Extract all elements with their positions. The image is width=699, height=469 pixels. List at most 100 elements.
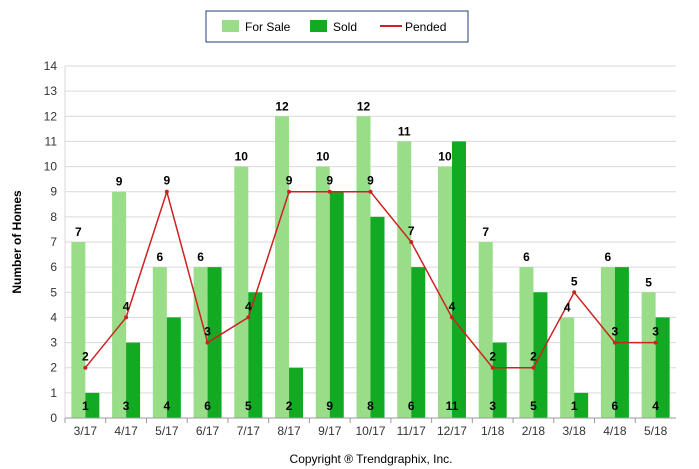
y-tick-label: 14 <box>44 59 58 73</box>
label-sold: 3 <box>489 399 496 413</box>
legend-swatch <box>310 20 327 32</box>
bar-for-sale <box>112 191 127 418</box>
label-sold: 6 <box>408 399 415 413</box>
pended-point <box>368 189 373 194</box>
x-tick-label: 4/18 <box>603 424 627 438</box>
bar-for-sale <box>437 166 452 418</box>
label-pended: 5 <box>571 274 578 288</box>
label-sold: 1 <box>571 399 578 413</box>
label-for-sale: 12 <box>357 99 371 113</box>
bar-sold <box>655 317 670 418</box>
bar-sold <box>492 342 507 418</box>
pended-point <box>83 365 88 370</box>
label-sold: 8 <box>367 399 374 413</box>
pended-point <box>572 290 577 295</box>
label-for-sale: 6 <box>156 250 163 264</box>
label-sold: 5 <box>245 399 252 413</box>
x-tick-label: 3/18 <box>562 424 586 438</box>
pended-point <box>205 340 210 345</box>
pended-point <box>490 365 495 370</box>
x-tick-label: 9/17 <box>318 424 342 438</box>
label-for-sale: 4 <box>564 300 571 314</box>
legend: For Sale Sold Pended <box>205 10 469 43</box>
y-tick-label: 6 <box>50 260 57 274</box>
bar-sold <box>166 317 181 418</box>
label-for-sale: 6 <box>523 250 530 264</box>
label-for-sale: 10 <box>235 150 249 164</box>
y-tick-label: 1 <box>50 386 57 400</box>
bar-for-sale <box>152 267 167 418</box>
y-tick-label: 7 <box>50 235 57 249</box>
bar-for-sale <box>600 267 615 418</box>
bar-sold <box>370 216 385 418</box>
label-pended: 2 <box>530 350 537 364</box>
label-for-sale: 5 <box>645 275 652 289</box>
label-sold: 11 <box>446 399 459 413</box>
y-tick-label: 13 <box>44 84 58 98</box>
bar-for-sale <box>519 267 534 418</box>
legend-swatch <box>222 20 239 32</box>
y-tick-label: 12 <box>44 109 58 123</box>
label-sold: 3 <box>123 399 130 413</box>
y-axis-title: Number of Homes <box>10 190 24 294</box>
label-pended: 2 <box>82 350 89 364</box>
bar-for-sale <box>397 141 412 418</box>
label-for-sale: 9 <box>116 175 123 189</box>
label-pended: 3 <box>612 325 619 339</box>
pended-point <box>449 315 454 320</box>
pended-point <box>124 315 129 320</box>
label-sold: 9 <box>326 399 333 413</box>
pended-point <box>164 189 169 194</box>
y-tick-label: 0 <box>50 411 57 425</box>
bar-for-sale <box>315 166 330 418</box>
pended-point <box>246 315 251 320</box>
y-tick-label: 10 <box>44 160 58 174</box>
label-for-sale: 10 <box>438 150 452 164</box>
label-pended: 4 <box>449 299 456 313</box>
label-sold: 6 <box>204 399 211 413</box>
x-tick-label: 11/17 <box>397 424 426 438</box>
pended-point <box>287 189 292 194</box>
label-sold: 1 <box>82 399 89 413</box>
legend-label: Sold <box>333 20 357 34</box>
y-tick-label: 2 <box>50 361 57 375</box>
label-sold: 5 <box>530 399 537 413</box>
legend-label: Pended <box>405 20 446 34</box>
copyright-text: Copyright ® Trendgraphix, Inc. <box>290 452 453 466</box>
bar-for-sale <box>478 242 493 418</box>
label-pended: 4 <box>245 299 252 313</box>
bar-sold <box>126 342 141 418</box>
bar-for-sale <box>356 116 371 419</box>
x-tick-label: 2/18 <box>522 424 546 438</box>
label-for-sale: 10 <box>316 150 330 164</box>
pended-point <box>612 340 617 345</box>
pended-point <box>409 240 414 244</box>
label-pended: 4 <box>123 299 130 313</box>
label-pended: 3 <box>204 325 211 339</box>
label-for-sale: 11 <box>398 124 411 138</box>
bar-for-sale <box>71 242 86 418</box>
x-tick-label: 10/17 <box>355 424 385 438</box>
y-tick-label: 8 <box>50 210 57 224</box>
label-for-sale: 12 <box>275 99 289 113</box>
y-tick-label: 5 <box>50 285 57 299</box>
bar-for-sale <box>193 267 208 418</box>
label-for-sale: 6 <box>197 250 204 264</box>
legend-label: For Sale <box>245 20 291 34</box>
label-for-sale: 7 <box>75 225 82 239</box>
x-tick-label: 7/17 <box>237 424 261 438</box>
pended-point <box>531 365 536 370</box>
bar-sold <box>574 392 589 418</box>
bar-sold <box>289 367 304 418</box>
label-for-sale: 7 <box>482 225 489 239</box>
y-tick-label: 9 <box>50 185 57 199</box>
x-tick-label: 4/17 <box>114 424 138 438</box>
label-pended: 2 <box>489 350 496 364</box>
bar-sold <box>85 392 100 418</box>
label-pended: 9 <box>326 174 333 188</box>
x-tick-label: 12/17 <box>437 424 467 438</box>
x-tick-label: 8/17 <box>277 424 301 438</box>
x-tick-label: 5/18 <box>644 424 668 438</box>
